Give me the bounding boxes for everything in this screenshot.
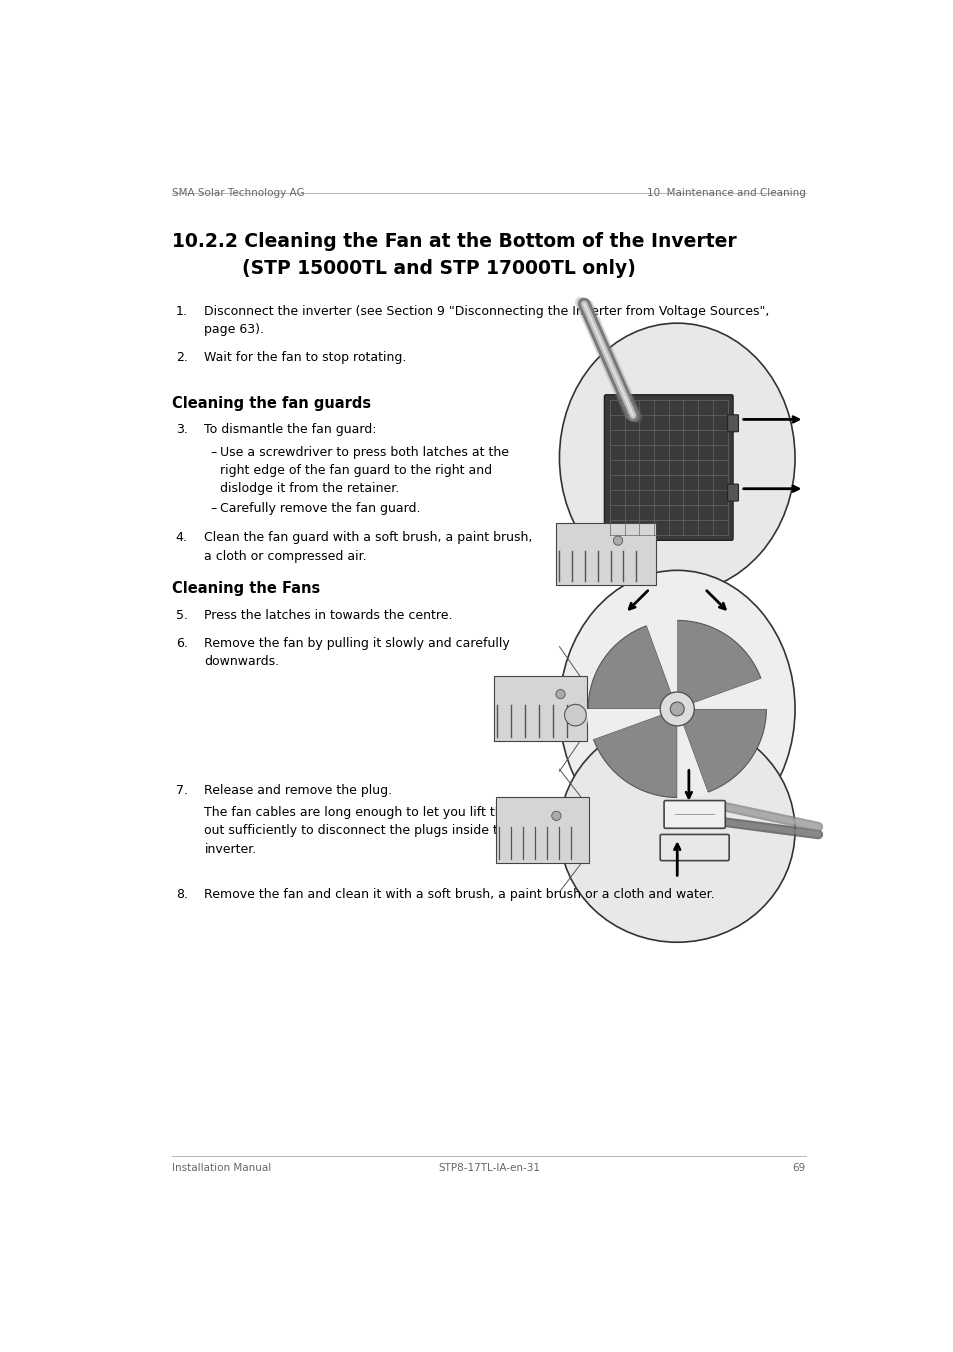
Text: out sufficiently to disconnect the plugs inside the: out sufficiently to disconnect the plugs… [204,825,514,837]
Text: Installation Manual: Installation Manual [172,1163,271,1174]
Text: 2.: 2. [175,352,188,364]
Circle shape [613,535,622,545]
Text: Remove the fan by pulling it slowly and carefully: Remove the fan by pulling it slowly and … [204,637,510,649]
Text: (STP 15000TL and STP 17000TL only): (STP 15000TL and STP 17000TL only) [241,260,635,279]
Text: 1.: 1. [175,304,188,318]
Text: Cleaning the fan guards: Cleaning the fan guards [172,396,371,411]
Text: The fan cables are long enough to let you lift the fan: The fan cables are long enough to let yo… [204,806,535,819]
Wedge shape [645,619,677,696]
Text: Cleaning the Fans: Cleaning the Fans [172,581,320,596]
Circle shape [556,690,564,699]
Text: inverter.: inverter. [204,842,256,856]
FancyBboxPatch shape [493,676,586,741]
FancyBboxPatch shape [727,415,738,431]
Text: 10  Maintenance and Cleaning: 10 Maintenance and Cleaning [646,188,805,197]
Ellipse shape [558,323,794,592]
Text: 10.2.2 Cleaning the Fan at the Bottom of the Inverter: 10.2.2 Cleaning the Fan at the Bottom of… [172,231,736,250]
FancyBboxPatch shape [496,798,588,863]
FancyBboxPatch shape [555,523,656,585]
Wedge shape [677,621,760,704]
Text: To dismantle the fan guard:: To dismantle the fan guard: [204,423,376,437]
Ellipse shape [558,719,794,942]
Text: Clean the fan guard with a soft brush, a paint brush,: Clean the fan guard with a soft brush, a… [204,531,533,544]
Wedge shape [690,679,767,708]
Text: SMA Solar Technology AG: SMA Solar Technology AG [172,188,304,197]
Wedge shape [681,708,765,792]
Wedge shape [586,708,663,740]
Text: 7.: 7. [175,784,188,798]
Text: dislodge it from the retainer.: dislodge it from the retainer. [220,481,399,495]
Wedge shape [677,722,707,799]
FancyBboxPatch shape [663,800,724,829]
Text: 69: 69 [792,1163,805,1174]
Text: right edge of the fan guard to the right and: right edge of the fan guard to the right… [220,464,492,477]
Circle shape [551,811,560,821]
Text: Remove the fan and clean it with a soft brush, a paint brush or a cloth and wate: Remove the fan and clean it with a soft … [204,888,715,902]
FancyBboxPatch shape [727,484,738,502]
Text: a cloth or compressed air.: a cloth or compressed air. [204,549,367,562]
Text: 6.: 6. [175,637,188,649]
Text: Carefully remove the fan guard.: Carefully remove the fan guard. [220,502,420,515]
Text: 3.: 3. [175,423,188,437]
Circle shape [659,692,694,726]
Text: 4.: 4. [175,531,188,544]
FancyBboxPatch shape [659,834,728,861]
Text: Wait for the fan to stop rotating.: Wait for the fan to stop rotating. [204,352,406,364]
Text: page 63).: page 63). [204,323,264,337]
Circle shape [670,702,683,715]
Wedge shape [593,714,677,798]
Text: Disconnect the inverter (see Section 9 "Disconnecting the Inverter from Voltage : Disconnect the inverter (see Section 9 "… [204,304,769,318]
Text: STP8-17TL-IA-en-31: STP8-17TL-IA-en-31 [437,1163,539,1174]
Text: Use a screwdriver to press both latches at the: Use a screwdriver to press both latches … [220,446,509,460]
Wedge shape [587,626,672,708]
Ellipse shape [558,571,794,848]
Text: –: – [211,446,216,460]
Text: Release and remove the plug.: Release and remove the plug. [204,784,393,798]
Text: 8.: 8. [175,888,188,902]
Text: Press the latches in towards the centre.: Press the latches in towards the centre. [204,608,453,622]
Text: –: – [211,502,216,515]
Text: 5.: 5. [175,608,188,622]
FancyBboxPatch shape [604,395,732,541]
Circle shape [564,704,586,726]
Text: downwards.: downwards. [204,654,279,668]
